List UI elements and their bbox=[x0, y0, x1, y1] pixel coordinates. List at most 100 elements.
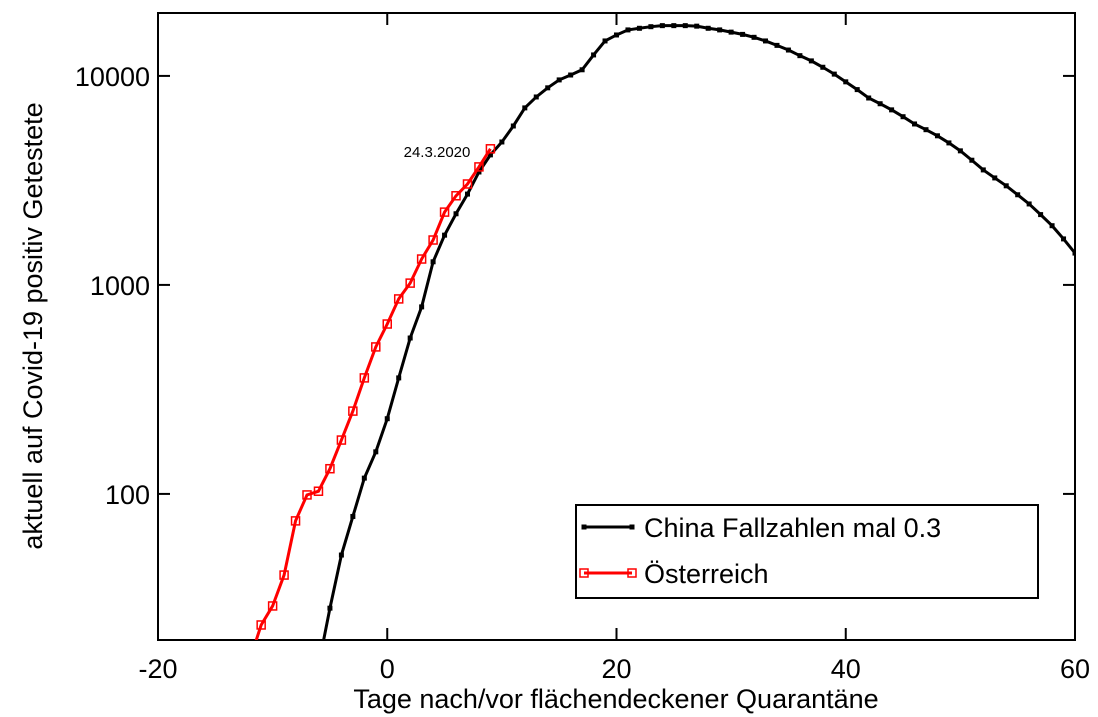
point bbox=[579, 568, 589, 578]
point bbox=[629, 524, 635, 530]
point bbox=[763, 38, 769, 44]
point bbox=[889, 107, 895, 113]
point bbox=[1038, 212, 1044, 218]
y-tick-label: 100 bbox=[105, 480, 150, 510]
point bbox=[728, 29, 734, 35]
point bbox=[797, 53, 803, 59]
legend-label: Österreich bbox=[644, 559, 769, 589]
point bbox=[256, 620, 266, 630]
x-tick-label: -20 bbox=[138, 654, 177, 684]
point bbox=[636, 25, 642, 31]
point bbox=[313, 486, 324, 496]
point bbox=[462, 179, 473, 189]
point bbox=[407, 335, 413, 341]
point bbox=[474, 162, 484, 172]
x-tick-label: 0 bbox=[380, 654, 395, 684]
point bbox=[957, 148, 963, 154]
point bbox=[591, 52, 597, 58]
point bbox=[338, 552, 344, 558]
point bbox=[416, 254, 427, 264]
point bbox=[820, 64, 826, 70]
point bbox=[900, 114, 906, 120]
point bbox=[1026, 201, 1032, 207]
point bbox=[627, 568, 637, 578]
point bbox=[774, 42, 780, 48]
point bbox=[359, 373, 370, 383]
point bbox=[336, 435, 347, 445]
point bbox=[1015, 192, 1021, 198]
point bbox=[785, 47, 791, 53]
point bbox=[843, 79, 849, 85]
point bbox=[568, 72, 574, 78]
point bbox=[659, 23, 665, 29]
series-line bbox=[254, 147, 492, 640]
point bbox=[290, 516, 301, 526]
point bbox=[533, 94, 539, 100]
point bbox=[556, 77, 562, 83]
point bbox=[808, 58, 814, 64]
point bbox=[602, 38, 608, 44]
point bbox=[751, 34, 757, 40]
x-tick-label: 40 bbox=[831, 654, 861, 684]
annotation: 24.3.2020 bbox=[404, 144, 471, 161]
x-axis-title: Tage nach/vor flächendeckener Quarantäne bbox=[353, 684, 878, 714]
point bbox=[430, 259, 436, 265]
point bbox=[740, 31, 746, 37]
point bbox=[453, 211, 459, 217]
point bbox=[694, 23, 700, 29]
point bbox=[485, 144, 496, 154]
point bbox=[980, 167, 986, 173]
point bbox=[405, 278, 415, 288]
point bbox=[316, 664, 321, 669]
point bbox=[451, 191, 461, 201]
point bbox=[717, 27, 723, 33]
point bbox=[428, 235, 438, 245]
y-axis-title: aktuell auf Covid-19 positiv Getestete bbox=[18, 102, 48, 549]
point bbox=[267, 601, 278, 611]
point bbox=[325, 463, 335, 474]
point bbox=[1049, 223, 1055, 229]
point bbox=[361, 475, 367, 481]
point bbox=[682, 23, 688, 29]
point bbox=[327, 605, 333, 611]
point bbox=[648, 24, 654, 30]
point bbox=[854, 87, 860, 93]
point bbox=[382, 319, 392, 329]
x-tick-label: 20 bbox=[601, 654, 631, 684]
point bbox=[946, 140, 952, 146]
point bbox=[279, 570, 289, 580]
point bbox=[419, 304, 425, 310]
y-tick-label: 1000 bbox=[90, 271, 150, 301]
point bbox=[1003, 183, 1009, 189]
point bbox=[499, 139, 505, 145]
point bbox=[614, 32, 619, 38]
series-layer bbox=[246, 23, 1075, 669]
point bbox=[350, 513, 356, 519]
point bbox=[522, 105, 528, 111]
point bbox=[393, 294, 404, 304]
point bbox=[348, 406, 358, 416]
point bbox=[969, 157, 975, 163]
point bbox=[373, 449, 379, 455]
legend-label: China Fallzahlen mal 0.3 bbox=[644, 513, 941, 543]
point bbox=[579, 67, 585, 73]
legend bbox=[575, 504, 1039, 599]
point bbox=[1072, 250, 1075, 256]
point bbox=[581, 524, 587, 530]
point bbox=[476, 169, 482, 175]
point bbox=[302, 490, 312, 500]
x-tick-label: 60 bbox=[1060, 654, 1090, 684]
point bbox=[439, 207, 450, 217]
y-tick-label: 10000 bbox=[75, 62, 150, 92]
point bbox=[912, 121, 918, 127]
point bbox=[371, 342, 381, 352]
point bbox=[831, 71, 837, 77]
point bbox=[487, 152, 493, 158]
point bbox=[246, 656, 254, 664]
point bbox=[1061, 236, 1067, 242]
point bbox=[877, 101, 883, 107]
point bbox=[705, 25, 711, 31]
point bbox=[545, 85, 551, 91]
point bbox=[442, 232, 448, 238]
